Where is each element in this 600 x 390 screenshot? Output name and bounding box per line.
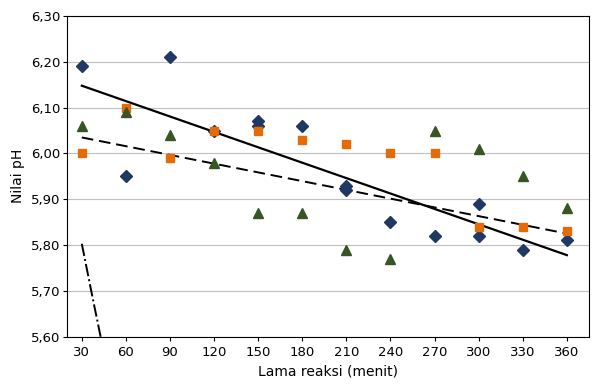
X-axis label: Lama reaksi (menit): Lama reaksi (menit) [258,365,398,379]
Y-axis label: Nilai pH: Nilai pH [11,149,25,204]
